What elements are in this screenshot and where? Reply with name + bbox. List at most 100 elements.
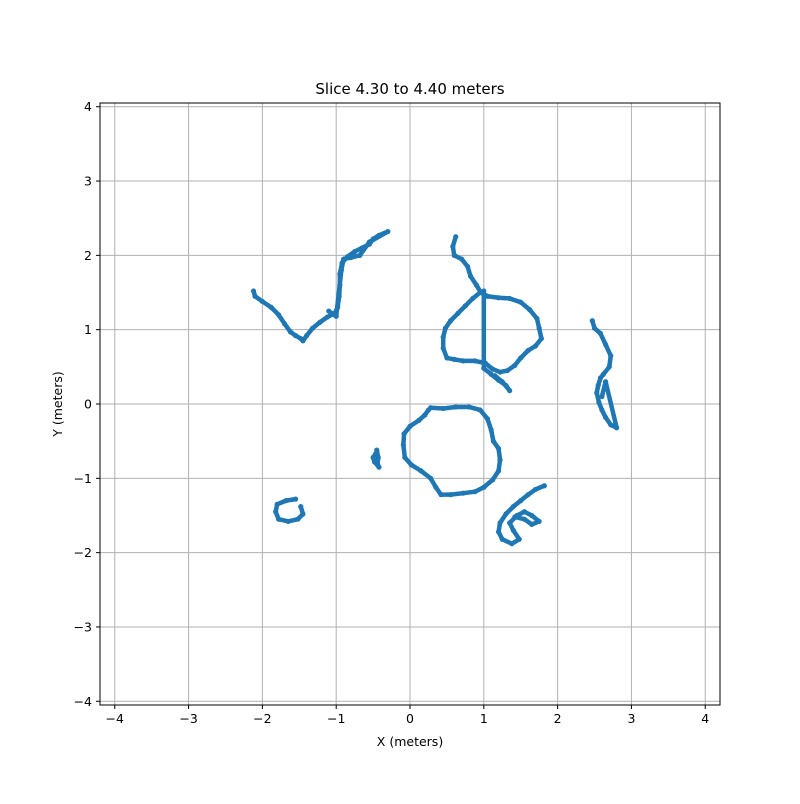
data-point — [375, 454, 381, 461]
data-point — [273, 509, 279, 515]
data-point — [602, 414, 609, 420]
x-tick-label: −1 — [327, 711, 345, 726]
data-point — [376, 232, 382, 238]
data-point — [512, 362, 518, 368]
data-point — [309, 325, 316, 331]
data-point — [450, 243, 456, 250]
data-point — [596, 399, 602, 406]
data-point — [317, 319, 323, 325]
x-tick-label: −4 — [106, 711, 124, 726]
data-point — [407, 423, 413, 429]
axis-ticks: −4 −3 −2 −1 0 1 2 3 4 −4 −3 −2 −1 0 1 2 3 4 — [74, 99, 710, 726]
data-point — [268, 304, 274, 310]
data-point — [495, 445, 502, 452]
data-point — [481, 484, 487, 490]
data-point — [504, 367, 511, 374]
data-point — [422, 412, 428, 418]
point-cluster — [370, 447, 382, 470]
y-tick-label: 4 — [84, 99, 92, 114]
data-point — [599, 407, 605, 413]
data-point — [532, 343, 539, 349]
data-point — [541, 483, 547, 489]
x-tick-label: −3 — [179, 711, 197, 726]
data-point — [495, 468, 502, 474]
data-point — [459, 256, 465, 262]
data-point — [597, 330, 604, 336]
data-point — [359, 245, 365, 251]
data-point — [529, 521, 535, 528]
data-point — [518, 498, 524, 504]
data-point — [606, 364, 612, 370]
data-point — [259, 298, 265, 305]
data-point — [589, 318, 595, 324]
x-axis-label: X (meters) — [377, 734, 443, 749]
data-point — [526, 307, 533, 313]
data-point — [462, 303, 468, 309]
data-point — [488, 427, 494, 433]
data-point — [536, 518, 542, 525]
data-point — [440, 334, 446, 340]
y-tick-label: 2 — [84, 248, 92, 263]
data-point — [283, 498, 289, 504]
data-point — [466, 404, 472, 410]
data-point — [401, 431, 407, 437]
data-point — [499, 379, 505, 385]
data-point — [460, 490, 466, 496]
data-point — [532, 486, 539, 493]
data-point — [428, 475, 434, 481]
data-point — [497, 369, 503, 375]
y-tick-label: 3 — [84, 174, 92, 189]
data-point — [472, 358, 478, 364]
data-point — [295, 516, 301, 522]
data-point — [608, 422, 614, 428]
data-point — [536, 325, 542, 331]
data-point — [373, 450, 379, 456]
data-point — [497, 457, 503, 463]
grid — [100, 103, 720, 705]
data-point — [470, 295, 476, 302]
data-point — [438, 492, 444, 498]
x-tick-label: 0 — [406, 711, 414, 726]
data-point — [467, 273, 474, 279]
data-point — [433, 484, 439, 490]
data-point — [503, 382, 509, 389]
data-point — [453, 234, 459, 240]
x-tick-label: 3 — [627, 711, 635, 726]
data-point — [400, 442, 406, 448]
y-tick-label: −4 — [74, 694, 92, 709]
data-point — [499, 536, 505, 542]
data-point — [287, 329, 294, 335]
data-point — [484, 293, 491, 299]
data-point — [525, 347, 531, 354]
data-point — [340, 256, 347, 262]
data-point — [529, 512, 535, 519]
data-point — [418, 468, 424, 474]
data-point — [503, 511, 509, 517]
data-point — [484, 416, 491, 422]
data-point — [370, 454, 376, 461]
data-point — [333, 313, 339, 319]
data-point — [252, 293, 258, 299]
data-point — [416, 417, 422, 423]
data-point — [490, 477, 496, 483]
data-point — [281, 321, 288, 327]
point-cluster — [250, 228, 391, 344]
x-tick-label: −2 — [253, 711, 271, 726]
y-tick-label: −2 — [74, 545, 92, 560]
data-point — [521, 516, 528, 522]
data-point — [444, 355, 450, 361]
data-point — [376, 464, 382, 470]
data-point — [440, 405, 446, 412]
data-point — [509, 541, 515, 547]
data-point — [518, 299, 524, 305]
data-point — [538, 335, 544, 342]
data-point — [300, 338, 306, 344]
data-point — [490, 438, 497, 444]
data-point — [495, 295, 502, 301]
data-point — [497, 520, 503, 526]
data-point — [477, 407, 483, 413]
data-point — [510, 503, 516, 510]
data-point — [591, 325, 598, 331]
data-point — [370, 236, 376, 242]
data-point — [594, 390, 600, 396]
